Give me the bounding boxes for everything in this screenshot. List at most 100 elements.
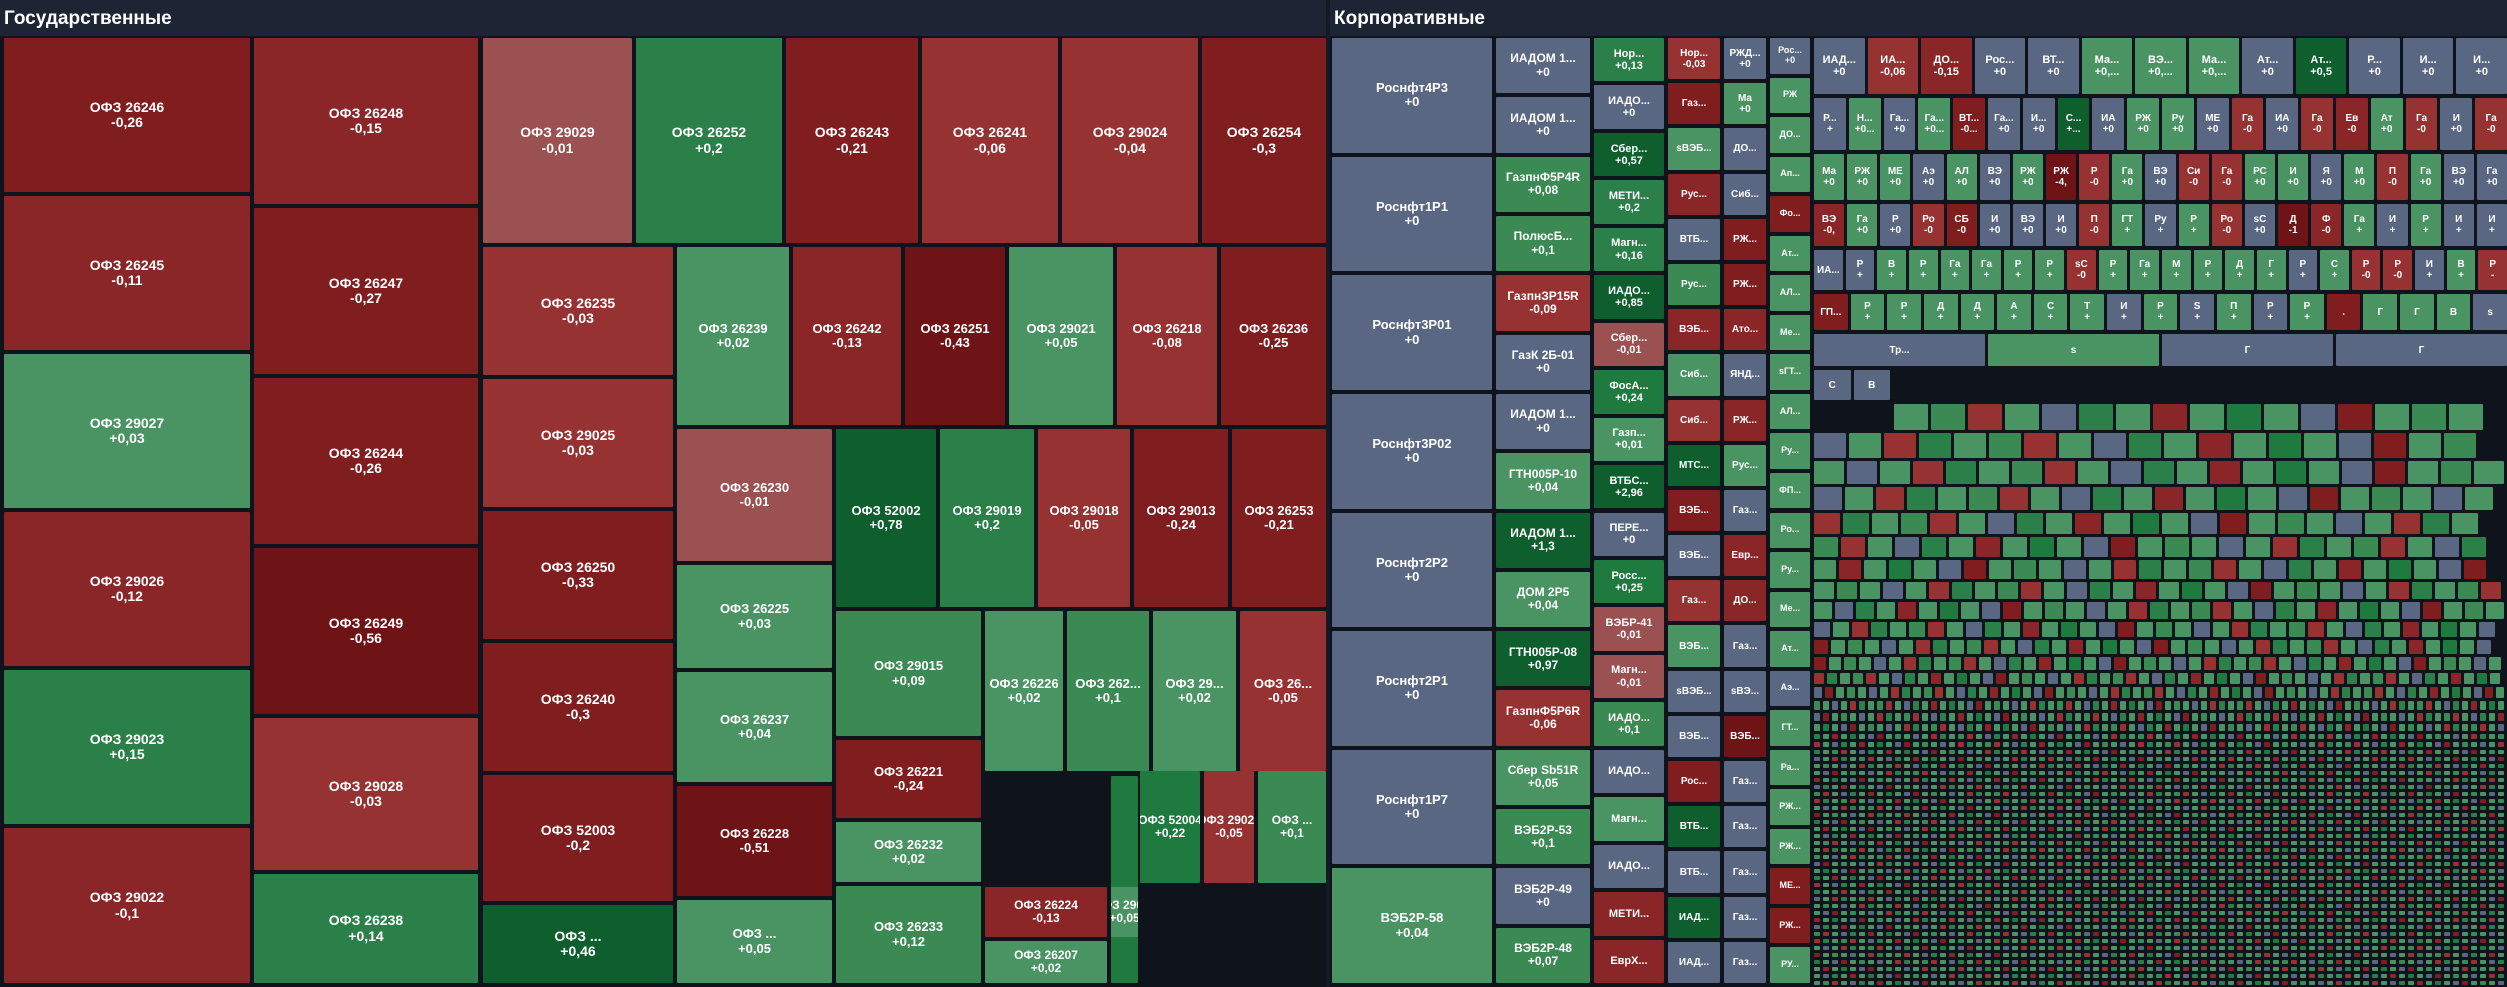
small-bond-cell[interactable] [2498, 896, 2504, 901]
small-bond-cell[interactable] [2264, 903, 2270, 908]
small-bond-cell[interactable] [2183, 973, 2189, 978]
small-bond-cell[interactable] [2039, 798, 2045, 803]
small-bond-cell[interactable] [1985, 896, 1991, 901]
small-bond-cell[interactable] [2153, 404, 2187, 430]
small-bond-cell[interactable] [2111, 980, 2117, 985]
small-bond-cell[interactable] [2201, 763, 2207, 768]
small-bond-cell[interactable] [1922, 973, 1928, 978]
small-bond-cell[interactable] [2048, 756, 2054, 761]
bond-cell-га[interactable]: Га + [2130, 250, 2159, 290]
small-bond-cell[interactable] [2156, 973, 2162, 978]
small-bond-cell[interactable] [1994, 973, 2000, 978]
small-bond-cell[interactable] [2300, 791, 2306, 796]
bond-cell-гт[interactable]: ГТ + [2112, 204, 2143, 246]
bond-cell-сиб[interactable]: Сиб... [1668, 354, 1720, 396]
small-bond-cell[interactable] [1913, 798, 1919, 803]
small-bond-cell[interactable] [1904, 868, 1910, 873]
small-bond-cell[interactable] [2084, 756, 2090, 761]
small-bond-cell[interactable] [2444, 791, 2450, 796]
small-bond-cell[interactable] [2217, 487, 2245, 510]
small-bond-cell[interactable] [2039, 966, 2045, 971]
small-bond-cell[interactable] [2251, 621, 2267, 637]
small-bond-cell[interactable] [2122, 687, 2130, 698]
small-bond-cell[interactable] [2129, 889, 2135, 894]
small-bond-cell[interactable] [2408, 938, 2414, 943]
small-bond-cell[interactable] [1967, 733, 1973, 740]
small-bond-cell[interactable] [2237, 840, 2243, 845]
small-bond-cell[interactable] [2111, 952, 2117, 957]
small-bond-cell[interactable] [2363, 980, 2369, 985]
small-bond-cell[interactable] [1901, 512, 1927, 534]
small-bond-cell[interactable] [2336, 959, 2342, 964]
small-bond-cell[interactable] [2021, 959, 2027, 964]
small-bond-cell[interactable] [1871, 621, 1887, 637]
small-bond-cell[interactable] [2075, 791, 2081, 796]
small-bond-cell[interactable] [2012, 777, 2018, 782]
small-bond-cell[interactable] [2214, 560, 2236, 579]
small-bond-cell[interactable] [2183, 868, 2189, 873]
bond-cell-офз-29020[interactable]: ОФЗ 29020-0,05 [1204, 771, 1254, 883]
small-bond-cell[interactable] [2147, 805, 2153, 810]
small-bond-cell[interactable] [2264, 868, 2270, 873]
small-bond-cell[interactable] [2039, 812, 2045, 817]
small-bond-cell[interactable] [2426, 798, 2432, 803]
small-bond-cell[interactable] [2030, 742, 2036, 747]
small-bond-cell[interactable] [2282, 938, 2288, 943]
bond-cell-м[interactable]: М +0 [2344, 154, 2375, 200]
bond-cell-рос[interactable]: Рос... +0 [1974, 38, 2026, 94]
small-bond-cell[interactable] [1931, 733, 1937, 740]
small-bond-cell[interactable] [2102, 805, 2108, 810]
small-bond-cell[interactable] [2156, 952, 2162, 957]
bond-cell-янд[interactable]: ЯНД... [1724, 354, 1766, 396]
small-bond-cell[interactable] [2381, 713, 2387, 721]
small-bond-cell[interactable] [2066, 903, 2072, 908]
small-bond-cell[interactable] [2453, 931, 2459, 936]
small-bond-cell[interactable] [2354, 733, 2360, 740]
small-bond-cell[interactable] [2003, 952, 2009, 957]
small-bond-cell[interactable] [2354, 959, 2360, 964]
bond-cell-иадо[interactable]: ИАДО... +0 [1594, 85, 1664, 129]
small-bond-cell[interactable] [2001, 640, 2015, 654]
small-bond-cell[interactable] [2057, 770, 2063, 775]
small-bond-cell[interactable] [2084, 924, 2090, 929]
small-bond-cell[interactable] [1886, 980, 1892, 985]
bond-cell-роснфт1р1[interactable]: Роснфт1Р1 +0 [1332, 156, 1492, 272]
small-bond-cell[interactable] [2264, 973, 2270, 978]
small-bond-cell[interactable] [2147, 733, 2153, 740]
small-bond-cell[interactable] [2282, 889, 2288, 894]
small-bond-cell[interactable] [2336, 945, 2342, 950]
small-bond-cell[interactable] [1850, 854, 1856, 859]
small-bond-cell[interactable] [2075, 819, 2081, 824]
small-bond-cell[interactable] [2462, 945, 2468, 950]
small-bond-cell[interactable] [2327, 833, 2333, 838]
small-bond-cell[interactable] [2474, 460, 2504, 485]
small-bond-cell[interactable] [2264, 896, 2270, 901]
small-bond-cell[interactable] [2219, 742, 2225, 747]
small-bond-cell[interactable] [2039, 973, 2045, 978]
small-bond-cell[interactable] [1940, 713, 1946, 721]
small-bond-cell[interactable] [2453, 791, 2459, 796]
small-bond-cell[interactable] [1814, 966, 1820, 971]
small-bond-cell[interactable] [2192, 861, 2198, 866]
small-bond-cell[interactable] [2354, 770, 2360, 775]
small-bond-cell[interactable] [1850, 952, 1856, 957]
small-bond-cell[interactable] [2084, 784, 2090, 789]
small-bond-cell[interactable] [2255, 952, 2261, 957]
small-bond-cell[interactable] [2021, 742, 2027, 747]
small-bond-cell[interactable] [2129, 896, 2135, 901]
small-bond-cell[interactable] [1913, 770, 1919, 775]
small-bond-cell[interactable] [2345, 742, 2351, 747]
small-bond-cell[interactable] [1931, 910, 1937, 915]
small-bond-cell[interactable] [2363, 924, 2369, 929]
small-bond-cell[interactable] [2273, 713, 2279, 721]
small-bond-cell[interactable] [2399, 847, 2405, 852]
small-bond-cell[interactable] [1934, 657, 1946, 670]
bond-cell-офз-26[interactable]: ОФЗ 26... -0,05 [1240, 611, 1326, 771]
small-bond-cell[interactable] [2480, 777, 2486, 782]
small-bond-cell[interactable] [1940, 966, 1946, 971]
small-bond-cell[interactable] [1985, 833, 1991, 838]
small-bond-cell[interactable] [1856, 602, 1874, 619]
bond-cell-р[interactable]: Р -0 [2351, 250, 2381, 290]
small-bond-cell[interactable] [2003, 980, 2009, 985]
small-bond-cell[interactable] [2111, 903, 2117, 908]
